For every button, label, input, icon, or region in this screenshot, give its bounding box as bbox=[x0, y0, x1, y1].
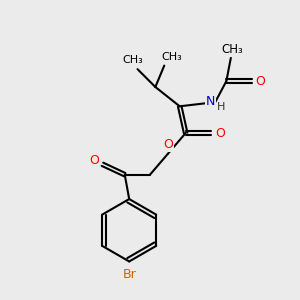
Text: O: O bbox=[163, 138, 173, 151]
Text: O: O bbox=[89, 154, 99, 167]
Text: O: O bbox=[256, 74, 266, 88]
Text: O: O bbox=[215, 127, 225, 140]
Text: CH₃: CH₃ bbox=[123, 55, 143, 65]
Text: H: H bbox=[217, 102, 226, 112]
Text: CH₃: CH₃ bbox=[161, 52, 182, 62]
Text: N: N bbox=[206, 95, 215, 108]
Text: Br: Br bbox=[122, 268, 136, 281]
Text: CH₃: CH₃ bbox=[221, 43, 243, 56]
